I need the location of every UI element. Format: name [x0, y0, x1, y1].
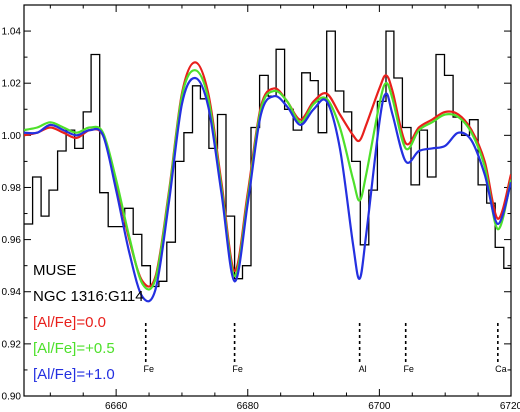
line-marker-label: Ca: [495, 364, 507, 374]
y-tick-label: 0.90: [2, 392, 22, 403]
y-tick-label: 1.00: [2, 131, 22, 142]
y-tick-label: 0.92: [2, 339, 22, 350]
line-marker-label: Fe: [143, 364, 154, 374]
x-tick-label: 6660: [105, 401, 128, 412]
x-tick-label: 6720: [500, 401, 520, 412]
model-al-fe-0-0-line: [24, 61, 511, 288]
legend-al-fe-0-5: [Al/Fe]=+0.5: [33, 340, 115, 357]
y-tick-label: 0.96: [2, 235, 22, 246]
y-tick-label: 1.04: [2, 27, 22, 38]
line-marker-label: Al: [359, 364, 367, 374]
line-marker-label: Fe: [403, 364, 414, 374]
line-marker-label: Fe: [232, 364, 243, 374]
y-tick-label: 1.02: [2, 79, 22, 90]
annotation-muse: MUSE: [33, 262, 76, 279]
model-al-fe-0-5-line: [24, 69, 511, 291]
annotation-target: NGC 1316:G114: [33, 288, 144, 305]
series-layer: [24, 30, 511, 303]
legend-al-fe-0-0: [Al/Fe]=0.0: [33, 314, 106, 331]
model-al-fe-1-0-line: [24, 76, 511, 303]
axes: [23, 4, 512, 397]
observed-spectrum-step: [24, 30, 511, 288]
annotations: MUSE NGC 1316:G114 [Al/Fe]=0.0 [Al/Fe]=+0.5…: [33, 262, 144, 383]
legend-al-fe-1-0: [Al/Fe]=+1.0: [33, 366, 115, 383]
x-tick-label: 6700: [368, 401, 391, 412]
x-tick-label: 6680: [237, 401, 260, 412]
plot-frame: [23, 4, 512, 397]
y-tick-label: 0.94: [2, 287, 22, 298]
y-tick-label: 0.98: [2, 183, 22, 194]
line-markers: Fe Fe Al Fe Ca: [143, 323, 507, 374]
